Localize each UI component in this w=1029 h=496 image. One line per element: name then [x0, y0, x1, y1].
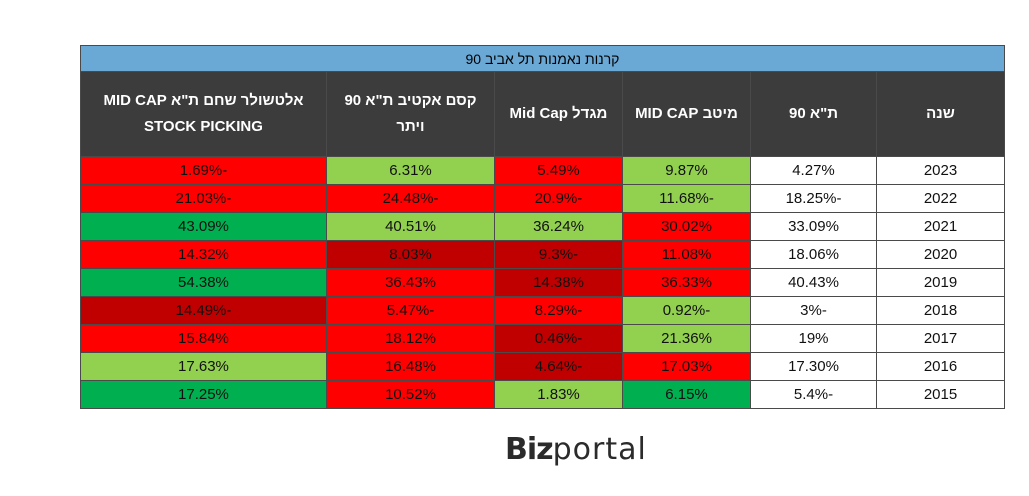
return-cell: -20.9% — [494, 184, 623, 213]
column-header: מגדל Mid Cap — [494, 71, 623, 157]
year-cell: 2017 — [876, 324, 1005, 353]
return-cell: 14.38% — [494, 268, 623, 297]
return-cell: -5.47% — [326, 296, 495, 325]
table-title: קרנות נאמנות תל אביב 90 — [79, 45, 1006, 72]
return-cell: -3% — [750, 296, 877, 325]
column-header: קסם אקטיב ת"א 90 ויתר — [326, 71, 495, 157]
return-cell: 43.09% — [79, 212, 328, 241]
year-cell: 2022 — [876, 184, 1005, 213]
year-cell: 2020 — [876, 240, 1005, 269]
column-header: שנה — [876, 71, 1005, 157]
return-cell: 19% — [750, 324, 877, 353]
return-cell: 36.24% — [494, 212, 623, 241]
return-cell: 11.08% — [622, 240, 751, 269]
returns-table-container: קרנות נאמנות תל אביב 90 שנה ת"א 90 מיטב MI… — [79, 45, 1006, 409]
year-cell: 2023 — [876, 156, 1005, 185]
column-header: אלטשולר שחם ת"א MID CAP STOCK PICKING — [79, 71, 328, 157]
return-cell: -1.69% — [79, 156, 328, 185]
return-cell: -5.4% — [750, 380, 877, 409]
return-cell: 17.63% — [79, 352, 328, 381]
column-header: ת"א 90 — [750, 71, 877, 157]
return-cell: 9.87% — [622, 156, 751, 185]
year-cell: 2021 — [876, 212, 1005, 241]
return-cell: -11.68% — [622, 184, 751, 213]
table-row: 2019 40.43% 36.33% 14.38% 36.43% 54.38% — [79, 268, 1005, 297]
return-cell: 4.27% — [750, 156, 877, 185]
return-cell: 10.52% — [326, 380, 495, 409]
return-cell: 5.49% — [494, 156, 623, 185]
return-cell: 8.03% — [326, 240, 495, 269]
return-cell: 6.31% — [326, 156, 495, 185]
column-header: מיטב MID CAP — [622, 71, 751, 157]
return-cell: 36.43% — [326, 268, 495, 297]
return-cell: 1.83% — [494, 380, 623, 409]
return-cell: 40.51% — [326, 212, 495, 241]
table-row: 2018 -3% -0.92% -8.29% -5.47% -14.49% — [79, 296, 1005, 325]
return-cell: 40.43% — [750, 268, 877, 297]
return-cell: -18.25% — [750, 184, 877, 213]
return-cell: -24.48% — [326, 184, 495, 213]
return-cell: 15.84% — [79, 324, 328, 353]
return-cell: 14.32% — [79, 240, 328, 269]
return-cell: -0.46% — [494, 324, 623, 353]
table-row: 2021 33.09% 30.02% 36.24% 40.51% 43.09% — [79, 212, 1005, 241]
return-cell: -4.64% — [494, 352, 623, 381]
return-cell: -0.92% — [622, 296, 751, 325]
return-cell: -14.49% — [79, 296, 328, 325]
return-cell: 6.15% — [622, 380, 751, 409]
return-cell: 17.03% — [622, 352, 751, 381]
return-cell: 30.02% — [622, 212, 751, 241]
table-row: 2020 18.06% 11.08% -9.3% 8.03% 14.32% — [79, 240, 1005, 269]
return-cell: 18.12% — [326, 324, 495, 353]
return-cell: 21.36% — [622, 324, 751, 353]
returns-table: קרנות נאמנות תל אביב 90 שנה ת"א 90 מיטב MI… — [79, 45, 1006, 409]
table-row: 2023 4.27% 9.87% 5.49% 6.31% -1.69% — [79, 156, 1005, 185]
table-row: 2017 19% 21.36% -0.46% 18.12% 15.84% — [79, 324, 1005, 353]
return-cell: -9.3% — [494, 240, 623, 269]
return-cell: 17.25% — [79, 380, 328, 409]
year-cell: 2018 — [876, 296, 1005, 325]
table-row: 2015 -5.4% 6.15% 1.83% 10.52% 17.25% — [79, 380, 1005, 409]
return-cell: -21.03% — [79, 184, 328, 213]
return-cell: 16.48% — [326, 352, 495, 381]
year-cell: 2019 — [876, 268, 1005, 297]
table-row: 2016 17.30% 17.03% -4.64% 16.48% 17.63% — [79, 352, 1005, 381]
bizportal-logo: Biz portal — [505, 432, 647, 472]
logo-biz-text: Biz — [505, 432, 554, 467]
table-row: 2022 -18.25% -11.68% -20.9% -24.48% -21.03% — [79, 184, 1005, 213]
return-cell: -8.29% — [494, 296, 623, 325]
year-cell: 2015 — [876, 380, 1005, 409]
logo-portal-text: portal — [552, 432, 647, 467]
return-cell: 17.30% — [750, 352, 877, 381]
return-cell: 18.06% — [750, 240, 877, 269]
year-cell: 2016 — [876, 352, 1005, 381]
return-cell: 54.38% — [79, 268, 328, 297]
return-cell: 36.33% — [622, 268, 751, 297]
return-cell: 33.09% — [750, 212, 877, 241]
